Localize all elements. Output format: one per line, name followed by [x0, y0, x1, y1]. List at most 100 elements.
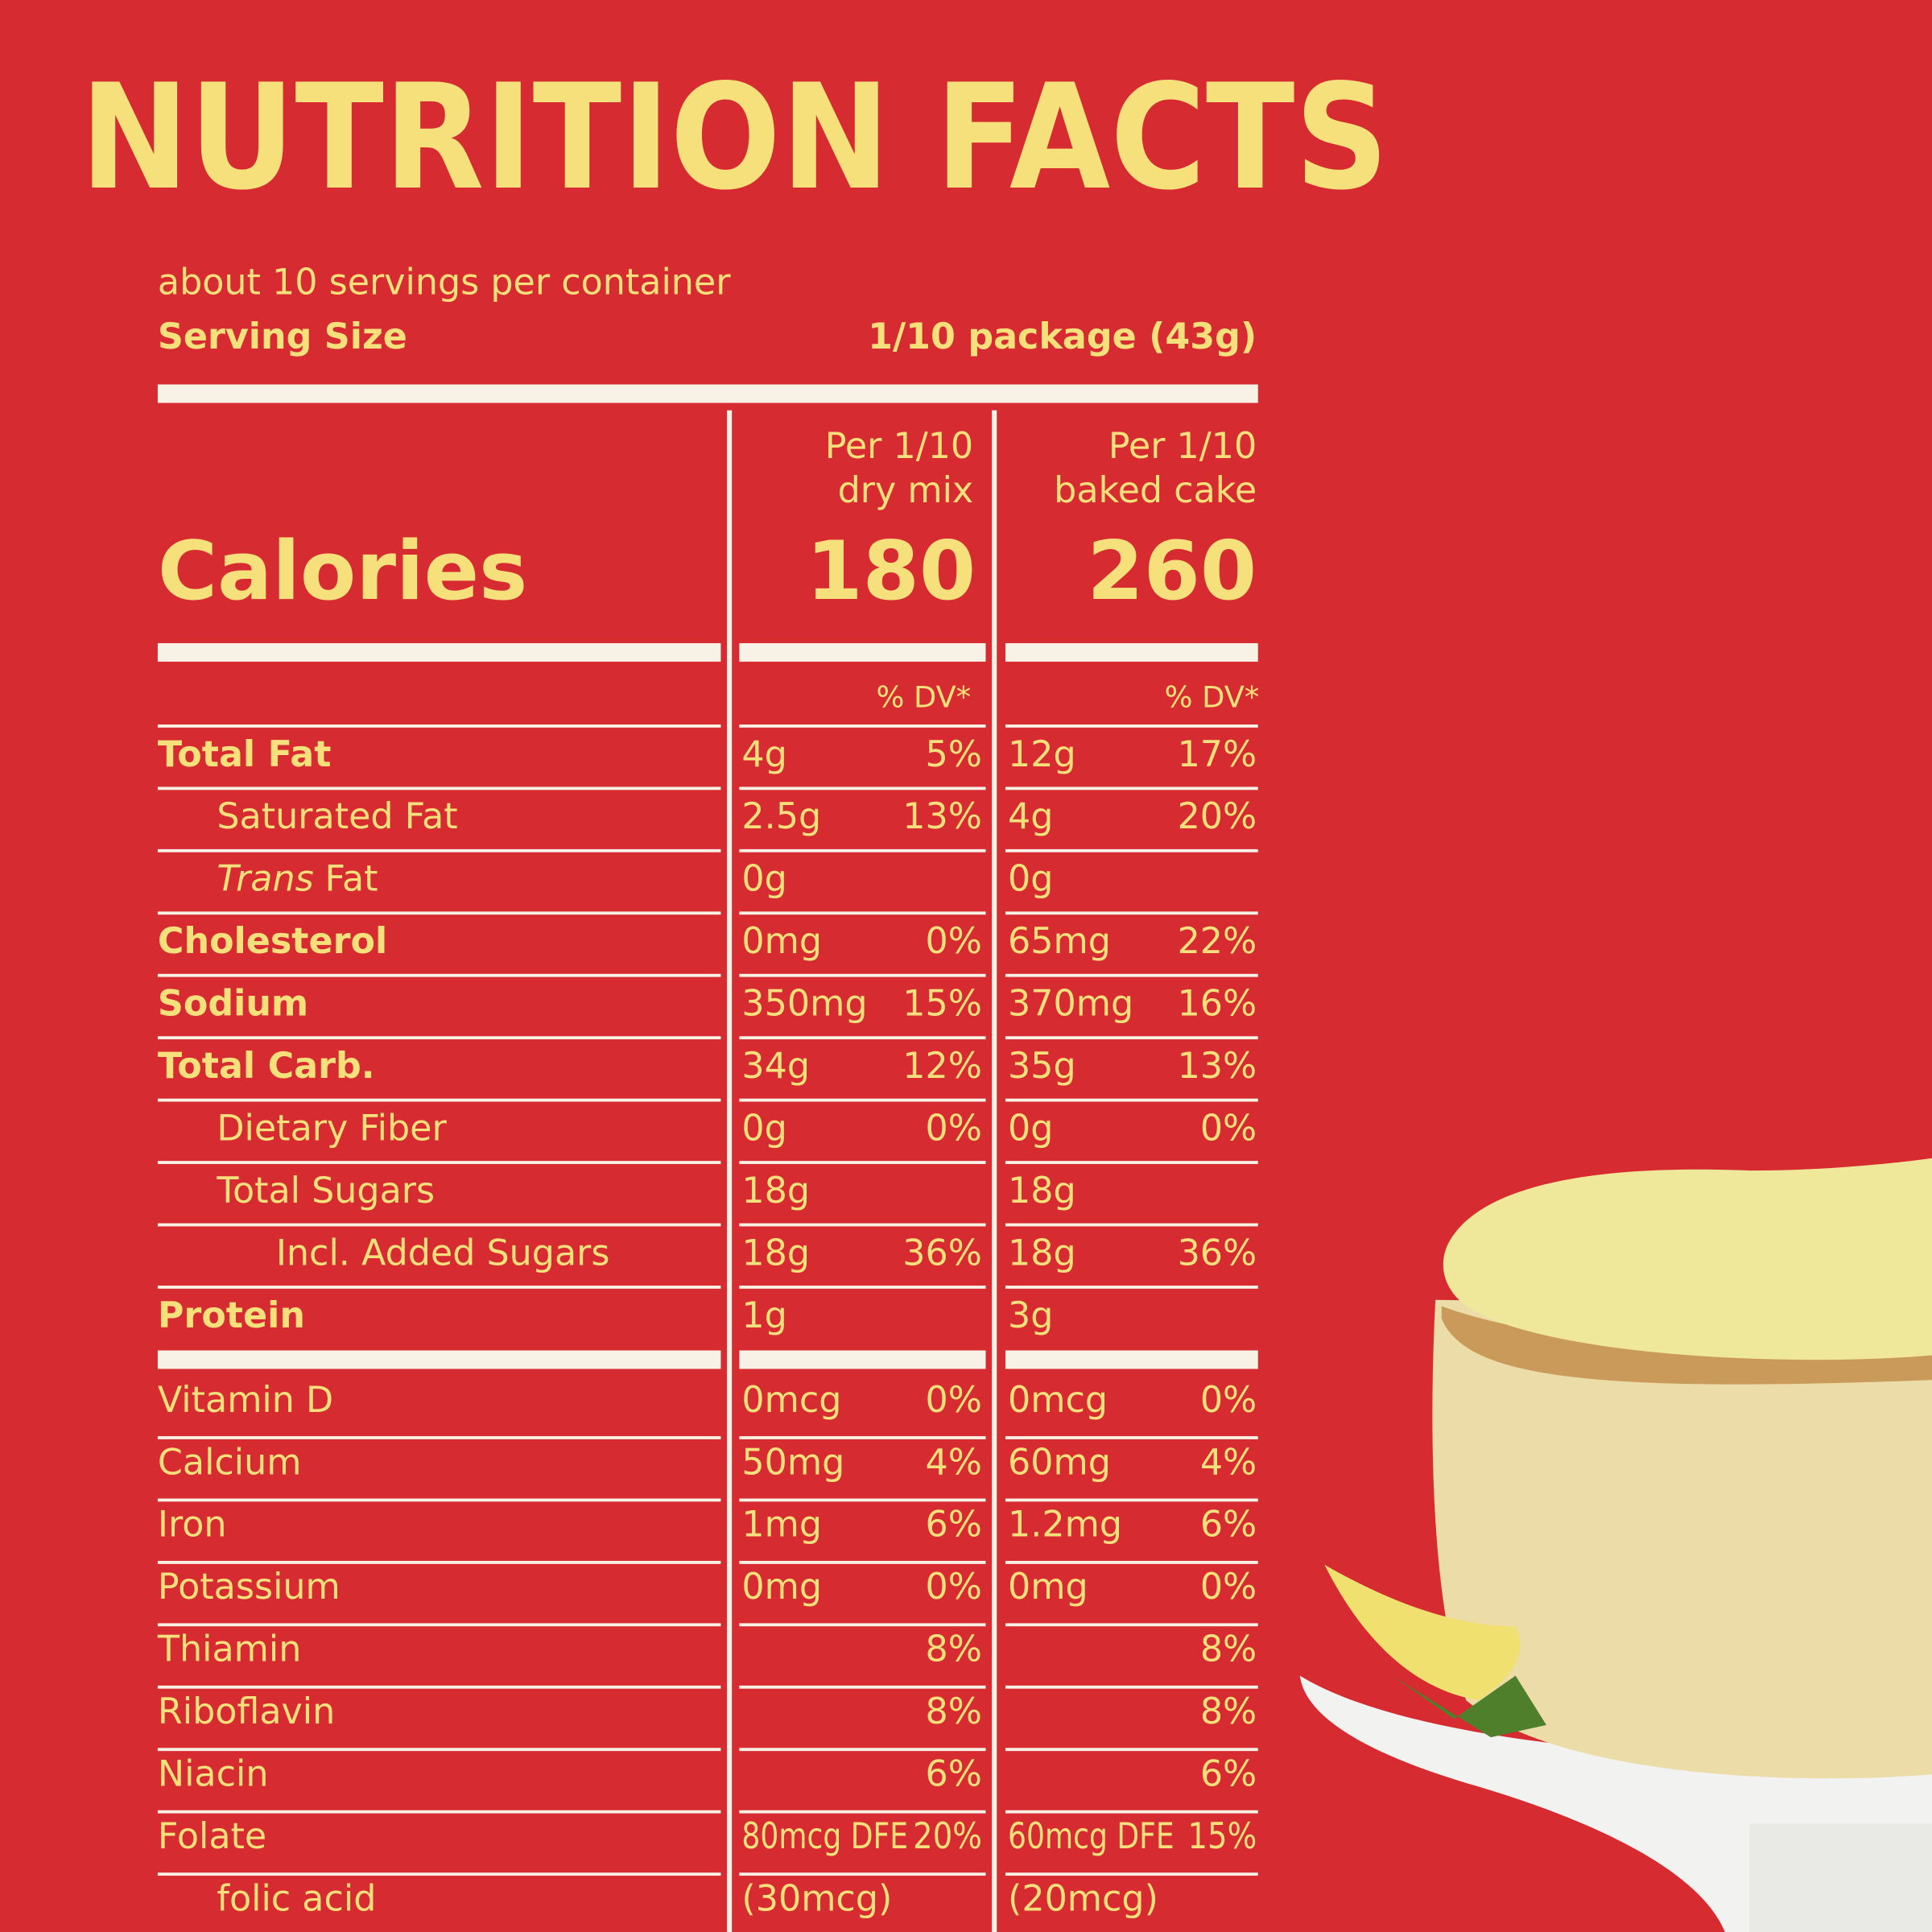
percent-dv: 13% — [1178, 1046, 1257, 1087]
row-label: Total Carb. — [158, 1046, 375, 1087]
label: folic acid — [217, 1878, 376, 1919]
label: Riboflavin — [158, 1691, 335, 1732]
rule — [157, 911, 721, 915]
rule — [739, 1623, 986, 1627]
amount: 0g — [741, 1108, 786, 1149]
amount: 1mg — [741, 1505, 822, 1546]
amount: 60mcg DFE — [1008, 1816, 1174, 1857]
column-heading: Per 1/10 — [825, 426, 973, 467]
rule — [739, 786, 986, 791]
rule — [157, 1161, 721, 1164]
amount: 18g — [741, 1170, 810, 1212]
rule — [157, 724, 721, 728]
percent-dv: 13% — [902, 796, 982, 837]
amount: 18g — [1008, 1232, 1076, 1274]
amount: 65mg — [1008, 921, 1111, 962]
percent-dv: 0% — [1200, 1567, 1257, 1608]
facts: NUTRITION FACTS about 10 servings per co… — [80, 52, 1389, 1932]
rule — [739, 1161, 986, 1164]
column-heading: baked cake — [1054, 470, 1257, 511]
rule — [1005, 1623, 1258, 1627]
rule — [1005, 911, 1258, 915]
amount: 0g — [1008, 1108, 1053, 1149]
amount: 370mg — [1008, 984, 1133, 1025]
label: Total Fat — [158, 734, 332, 775]
label: Dietary Fiber — [217, 1108, 447, 1149]
amount: 34g — [741, 1046, 810, 1087]
row-label: Total Sugars — [216, 1170, 435, 1212]
amount: 0mg — [741, 1567, 822, 1608]
percent-dv: 22% — [1178, 921, 1257, 962]
percent-dv: 15% — [902, 984, 982, 1025]
percent-dv: 6% — [1200, 1505, 1257, 1546]
rule — [1005, 848, 1258, 852]
amount: 0mcg — [1008, 1380, 1108, 1421]
amount: 80mcg DFE — [741, 1816, 908, 1857]
rule — [1005, 1436, 1258, 1439]
rule — [157, 1872, 721, 1876]
row-label: Protein — [158, 1295, 305, 1336]
rule — [739, 1748, 986, 1752]
thick-rule — [1005, 1350, 1258, 1369]
rule — [739, 724, 986, 728]
rule — [157, 1223, 721, 1227]
rule — [739, 1872, 986, 1876]
column-divider — [727, 410, 733, 1932]
rule — [739, 1036, 986, 1040]
cake-image — [1299, 1158, 1932, 1932]
row-label: Calcium — [158, 1442, 302, 1483]
row-label: Dietary Fiber — [217, 1108, 447, 1149]
amount: 18g — [1008, 1170, 1076, 1212]
row-label: Trans Fat — [217, 859, 378, 900]
row-label: Iron — [158, 1505, 227, 1546]
serving-size-label: Serving Size — [158, 316, 407, 357]
thick-rule — [157, 1350, 721, 1369]
label-italic: Trans — [217, 859, 313, 900]
percent-dv: 0% — [925, 1108, 981, 1149]
rule — [157, 973, 721, 977]
rule — [157, 1623, 721, 1627]
amount: 18g — [741, 1232, 810, 1274]
calories-value: 180 — [806, 523, 976, 618]
rule — [739, 1685, 986, 1689]
thick-rule — [739, 1350, 986, 1369]
row-label: Total Fat — [158, 734, 332, 775]
amount: 0mg — [1008, 1567, 1088, 1608]
rule — [1005, 1098, 1258, 1102]
title: NUTRITION FACTS — [80, 52, 1389, 222]
amount: 4g — [1008, 796, 1053, 837]
amount: (30mcg) — [741, 1878, 892, 1919]
rule — [739, 1098, 986, 1102]
row-label: Sodium — [158, 984, 308, 1025]
amount: 60mg — [1008, 1442, 1111, 1483]
rule — [157, 1286, 721, 1289]
percent-dv: 6% — [925, 1505, 981, 1546]
rule — [157, 1436, 721, 1439]
percent-dv: 20% — [1178, 796, 1257, 837]
label: Protein — [158, 1295, 305, 1336]
rule — [157, 1685, 721, 1689]
percent-dv: 36% — [1178, 1232, 1257, 1274]
percent-dv: 0% — [1200, 1380, 1257, 1421]
label: Total Sugars — [216, 1170, 435, 1212]
amount: 2.5g — [741, 796, 821, 837]
label: Niacin — [158, 1754, 269, 1795]
percent-dv: 6% — [925, 1754, 981, 1795]
rule — [157, 848, 721, 852]
percent-dv: 0% — [925, 1567, 981, 1608]
rule — [1005, 1161, 1258, 1164]
column-heading: dry mix — [838, 470, 974, 511]
row-label: Saturated Fat — [217, 796, 457, 837]
rule — [739, 973, 986, 977]
label: Folate — [158, 1816, 266, 1857]
row-label: Vitamin D — [158, 1380, 333, 1421]
thick-rule — [1005, 642, 1258, 662]
percent-dv: 0% — [925, 921, 981, 962]
percent-dv: 15% — [1188, 1816, 1257, 1857]
label: Potassium — [158, 1567, 341, 1608]
rule — [739, 1436, 986, 1439]
row-label: folic acid — [217, 1878, 376, 1919]
thick-rule — [739, 642, 986, 662]
rule — [1005, 973, 1258, 977]
amount: 3g — [1008, 1295, 1053, 1336]
